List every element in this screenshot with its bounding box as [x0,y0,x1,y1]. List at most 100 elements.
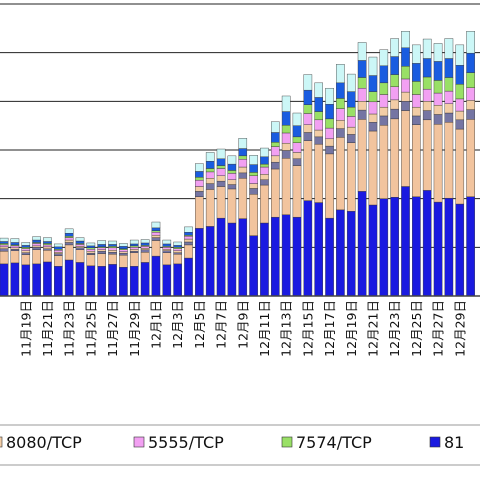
x-tick-label: 11月29日 [127,300,142,357]
bar-segment [390,38,399,57]
bar-segment [173,241,182,246]
bar-segment [412,94,421,108]
bar-segment [444,58,454,78]
bar-segment [86,245,96,249]
bar-segment [336,98,345,109]
x-tick-label: 11月19日 [18,300,33,357]
bar-segment [162,252,172,266]
bar-segment [379,198,389,297]
bar-segment [412,115,421,125]
bar-segment [401,186,410,297]
bar-segment [216,158,226,166]
bar-segment [238,138,248,149]
bar-segment [184,238,193,243]
bar-segment [336,128,345,138]
bar-segment [260,174,269,180]
legend-label: 8080/TCP [6,433,82,452]
bar-segment [379,94,389,108]
bar-segment [412,106,421,117]
legend-swatch [429,436,441,448]
bar-segment [129,245,139,248]
bar-segment [390,99,399,110]
bar-segment [21,247,31,249]
bar-segment [21,254,31,266]
bar-segment [466,196,475,297]
bar-segment [336,209,345,297]
bar-segment [216,180,226,187]
bar-segment [401,47,410,67]
x-tick-label: 12月13日 [279,300,294,357]
x-tick-label: 11月23日 [62,300,77,357]
bar-segment [292,158,302,166]
legend-frame [0,424,480,466]
bar-segment [292,112,302,126]
bar-segment [466,52,475,73]
bar-segment [271,132,280,143]
bar-segment [205,171,215,179]
bar-segment [303,140,313,201]
bar-segment [368,101,378,115]
bar-segment [54,251,63,254]
bar-segment [108,240,117,245]
bar-segment [184,232,193,236]
bar-segment [238,155,248,160]
x-tick-label: 12月19日 [344,300,359,357]
x-tick-label: 12月1日 [148,300,163,349]
bar-segment [21,252,31,255]
bar-segment [64,228,74,234]
bar-segment [444,77,454,92]
bar-segment [195,196,204,229]
bar-segment [205,168,215,173]
bar-segment [379,115,389,126]
bar-segment [227,188,237,224]
bar-segment [64,244,74,261]
bar-segment [455,119,465,130]
bar-segment [368,130,378,206]
bar-segment [184,226,193,233]
bar-segment [151,232,161,236]
x-tick-label: 12月7日 [214,300,229,349]
bar-segment [260,222,269,297]
bar-segment [216,217,226,297]
bar-segment [32,243,41,247]
bar-segment [357,60,367,78]
bar-segment [173,245,182,248]
bar-segment [281,214,291,297]
bar-segment [173,247,182,249]
bar-segment [325,138,334,147]
bar-segment [151,221,161,229]
bar-segment [162,243,172,247]
bar-segment [379,106,389,117]
bar-segment [10,250,20,264]
bar-segment [238,166,248,174]
bar-segment [227,163,237,171]
bar-segment [422,110,432,121]
bar-segment [249,188,258,195]
bar-segment [292,142,302,153]
bar-segment [32,247,41,250]
x-tick-label: 12月5日 [192,300,207,349]
bar-segment [216,168,226,176]
legend: 8080/TCP 5555/TCP 7574/TCP 81 [0,433,464,452]
bar-segment [173,263,182,297]
bar-segment [314,129,324,138]
x-tick-label: 11月21日 [40,300,55,357]
bar-segment [129,249,139,252]
bar-segment [314,143,324,203]
bar-segment [346,211,356,297]
bar-segment [401,31,410,49]
bar-segment [140,249,150,253]
x-tick-label: 12月11日 [257,300,272,357]
bar-segment [444,197,454,297]
bar-segment [108,264,117,297]
bar-segment [412,81,421,95]
bar-segment [455,128,465,205]
bar-segment [162,247,172,250]
x-tick-label: 12月29日 [452,300,467,357]
bar-segment [422,38,432,59]
bar-segment [32,245,41,248]
x-tick-label: 12月23日 [387,300,402,357]
bar-segment [271,168,280,218]
bar-segment [195,163,204,172]
